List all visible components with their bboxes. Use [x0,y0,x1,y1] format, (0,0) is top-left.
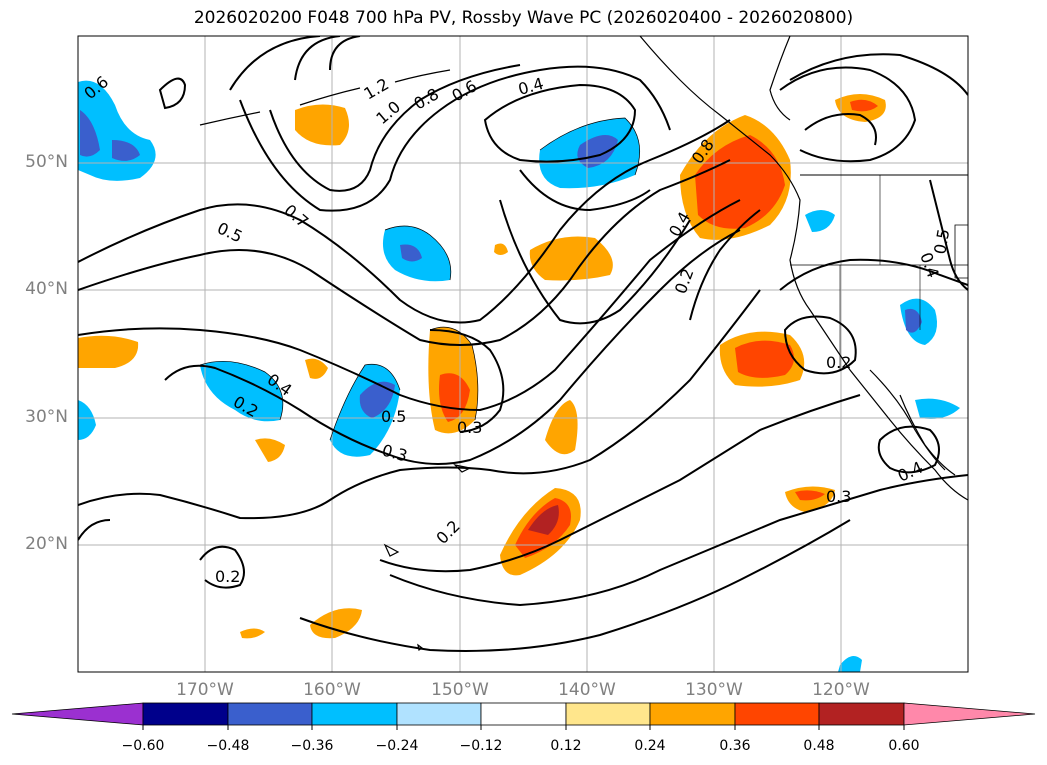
contour-label: 0.2 [215,567,240,586]
lon-label-170w: 170°W [176,680,234,700]
colorbar-label: −0.36 [290,738,334,754]
contour-label: 0.3 [826,487,851,506]
lon-label-140w: 140°W [558,680,616,700]
pv-contours [78,36,968,652]
lat-label-40n: 40°N [25,279,68,299]
colorbar-segment [480,702,567,726]
colorbar-extend-right [903,702,1036,726]
map-frame [77,35,969,673]
colorbar-segment [396,702,482,726]
colorbar-segment [649,702,736,726]
colorbar-label: 0.12 [550,738,582,754]
colorbar-label: −0.24 [375,738,419,754]
contour-label: 0.3 [457,418,482,437]
contour-label: 0.5 [381,407,406,426]
lon-label-160w: 160°W [303,680,361,700]
page-title: 2026020200 F048 700 hPa PV, Rossby Wave … [193,8,854,28]
colorbar-segment [734,702,820,726]
colorbar-segment [142,702,229,726]
contour-label: 0.2 [826,353,851,372]
colorbar-extend-left [11,702,144,726]
colorbar-label: 0.48 [803,738,835,754]
lat-label-20n: 20°N [25,534,68,554]
lon-label-130w: 130°W [685,680,743,700]
lat-label-50n: 50°N [25,152,68,172]
colorbar-label: 0.36 [719,738,751,754]
colorbar-segment [565,702,651,726]
graticule [78,36,968,672]
colorbar-label: −0.60 [121,738,165,754]
colorbar-label: 0.60 [888,738,920,754]
contour-label: 0.5 [930,227,953,255]
colorbar-ticks [142,725,905,730]
colorbar-segment [227,702,313,726]
colorbar-label: −0.12 [459,738,503,754]
colorbar [11,702,1036,726]
lon-label-120w: 120°W [812,680,870,700]
colorbar-label: 0.24 [634,738,666,754]
colorbar-segment [818,702,905,726]
colorbar-label: −0.48 [206,738,250,754]
pv-thin-contours [199,117,641,441]
colorbar-segment [311,702,398,726]
coastlines [199,36,968,651]
negative-anomaly-shading [78,80,960,672]
lat-label-30n: 30°N [25,407,68,427]
lon-label-150w: 150°W [431,680,489,700]
